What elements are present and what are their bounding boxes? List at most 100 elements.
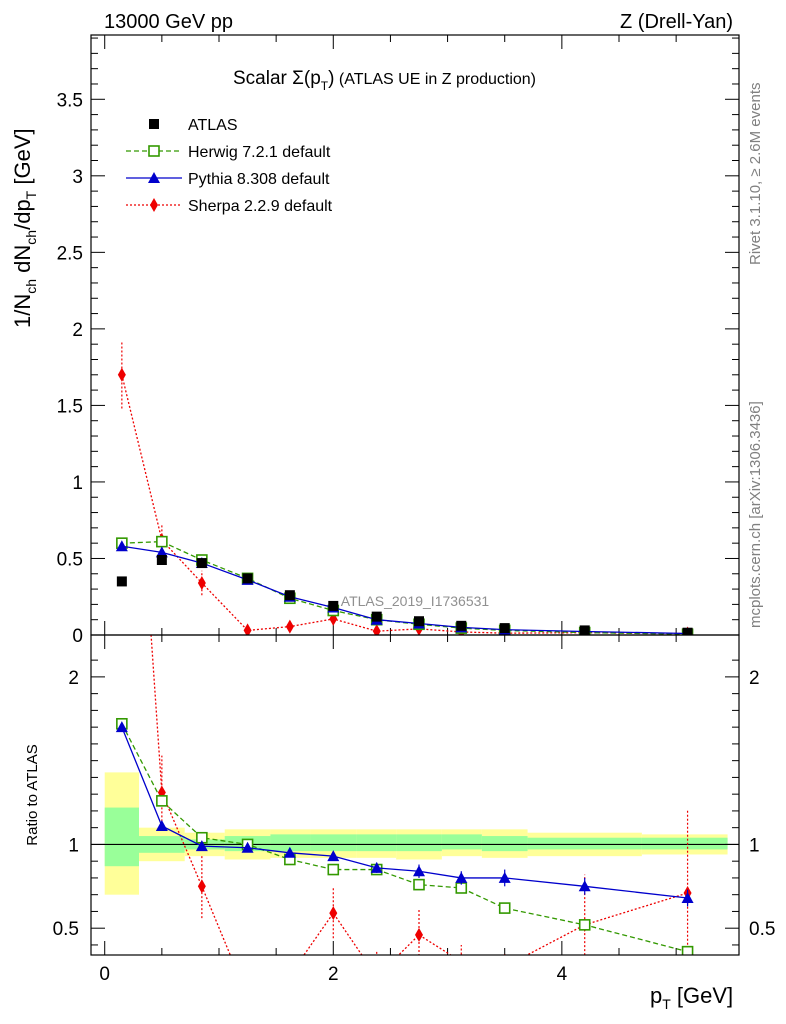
- legend-pythia-marker: [148, 172, 160, 183]
- x-axis-label: pT [GeV]: [650, 983, 733, 1012]
- main-plot-area: [115, 341, 694, 635]
- ratio-pythia-point: [327, 850, 340, 862]
- ylabel-part-b: dN: [10, 245, 35, 279]
- ratio-green-band: [104, 807, 139, 867]
- rivet-version-label: Rivet 3.1.10, ≥ 2.6M events: [747, 83, 764, 266]
- ratio-y-axis-label: Ratio to ATLAS: [24, 744, 41, 845]
- main-atlas-point: [242, 573, 253, 584]
- xlabel-part-unit: [GeV]: [671, 983, 733, 1008]
- main-atlas-point: [456, 620, 467, 631]
- ratio-sherpa-point: [197, 879, 206, 894]
- ratio-panel: 0.5 0.5 1 1 2 2 0 2 4 Ratio to ATLAS pT [GeV]: [24, 201, 775, 1012]
- title-part-subscript: T: [321, 79, 329, 93]
- main-y-tick-label: 0.5: [57, 549, 83, 570]
- ratio-herwig-point: [578, 919, 591, 931]
- main-y-tick-label: 2.5: [57, 243, 83, 264]
- header-process-label: Z (Drell-Yan): [620, 11, 733, 33]
- ratio-green-band: [310, 834, 357, 852]
- main-chart-title: Scalar Σ(pT) (ATLAS UE in Z production): [233, 68, 536, 93]
- ratio-pythia-point: [283, 846, 296, 858]
- ratio-pythia-line: [121, 726, 688, 899]
- ylabel-sub-ch-2: ch: [23, 230, 39, 245]
- legend-atlas-marker: [149, 119, 159, 129]
- ratio-y-tick-label-right: 2: [749, 668, 760, 689]
- ratio-y-tick-label-right: 0.5: [749, 919, 775, 940]
- ratio-pythia-point: [370, 861, 383, 873]
- main-atlas-point: [196, 558, 207, 569]
- main-pythia-line: [121, 545, 688, 635]
- ratio-y-tick-label-right: 1: [749, 835, 760, 856]
- main-panel: 00.511.522.533.5 Scalar Σ(pT) (ATLAS UE …: [10, 34, 740, 647]
- main-atlas-point: [499, 623, 510, 634]
- x-tick-label: 2: [328, 964, 339, 985]
- xlabel-part-p: p: [650, 983, 662, 1008]
- title-part-close: ): [328, 68, 334, 89]
- ratio-green-band: [270, 834, 311, 852]
- ratio-plot-area: [115, 201, 694, 1004]
- main-atlas-point: [328, 600, 339, 611]
- ratio-y-tick-label-left: 2: [68, 668, 79, 689]
- ratio-sherpa-point: [286, 968, 294, 982]
- title-part-sigma: Σ(p: [292, 68, 321, 89]
- legend-sherpa-label: Sherpa 2.2.9 default: [188, 198, 333, 215]
- ratio-sherpa-point: [329, 906, 338, 921]
- ratio-pythia-point: [155, 819, 168, 831]
- main-herwig-point: [156, 535, 168, 548]
- ratio-sherpa-line: [150, 635, 688, 955]
- ylabel-sub-t: T: [23, 190, 39, 199]
- legend-pythia-label: Pythia 8.308 default: [188, 171, 330, 188]
- title-part-description: (ATLAS UE in Z production): [334, 71, 536, 88]
- ratio-pythia-point: [241, 841, 254, 853]
- ratio-green-band: [356, 834, 397, 852]
- ratio-herwig-point: [156, 795, 168, 807]
- analysis-watermark: ATLAS_2019_I1736531: [341, 593, 490, 609]
- main-atlas-point: [156, 555, 167, 565]
- title-part-scalar: Scalar: [233, 68, 292, 89]
- ratio-green-band: [481, 836, 528, 852]
- main-atlas-point: [116, 576, 127, 587]
- main-y-tick-label: 0: [72, 626, 83, 647]
- ratio-pythia-point: [578, 880, 591, 892]
- ratio-green-band: [641, 837, 728, 850]
- main-sherpa-point: [372, 624, 381, 635]
- ratio-sherpa-point: [415, 927, 423, 942]
- main-sherpa-point: [285, 619, 294, 634]
- main-atlas-point: [579, 625, 590, 635]
- ratio-y-tick-label-left: 1: [68, 835, 79, 856]
- main-atlas-point: [414, 616, 424, 627]
- ratio-sherpa-point: [501, 960, 509, 974]
- mcplots-credit-label: mcplots.cern.ch [arXiv:1306.3436]: [747, 401, 764, 628]
- main-y-tick-label: 3.5: [57, 90, 83, 111]
- ylabel-part-d: [GeV]: [10, 128, 35, 190]
- main-pythia-point: [155, 546, 168, 558]
- legend-sherpa-marker: [150, 198, 158, 212]
- ratio-pythia-point: [681, 892, 694, 904]
- ratio-pythia-point: [455, 871, 468, 883]
- ratio-herwig-line: [121, 723, 688, 953]
- legend-herwig-label: Herwig 7.2.1 default: [188, 144, 331, 161]
- main-atlas-point: [682, 627, 693, 635]
- main-y-tick-label: 1: [72, 473, 83, 494]
- ratio-sherpa-point: [118, 201, 126, 215]
- main-pythia-point: [115, 540, 128, 552]
- main-y-axis-label: 1/Nch dNch/dpT [GeV]: [10, 128, 39, 328]
- ratio-pythia-point: [195, 840, 208, 852]
- main-atlas-point: [371, 611, 382, 622]
- main-sherpa-point: [117, 367, 126, 382]
- main-herwig-line: [121, 540, 688, 635]
- xlabel-sub-t: T: [662, 996, 671, 1012]
- ratio-axis-ticks: 0.5 0.5 1 1 2 2 0 2 4: [53, 635, 775, 985]
- ylabel-part-a: 1/N: [10, 294, 35, 328]
- ylabel-sub-ch-1: ch: [23, 279, 39, 294]
- ratio-sherpa-point: [373, 970, 381, 984]
- main-y-tick-label: 2: [72, 320, 83, 341]
- ratio-pythia-point: [413, 865, 425, 877]
- main-sherpa-point: [197, 575, 206, 590]
- main-atlas-point: [284, 590, 295, 601]
- x-tick-label: 4: [557, 964, 568, 985]
- main-sherpa-point: [243, 623, 252, 635]
- ratio-herwig-point: [498, 902, 511, 914]
- legend: ATLAS Herwig 7.2.1 default Pythia 8.308 de…: [126, 117, 333, 215]
- ratio-sherpa-point: [244, 990, 252, 1004]
